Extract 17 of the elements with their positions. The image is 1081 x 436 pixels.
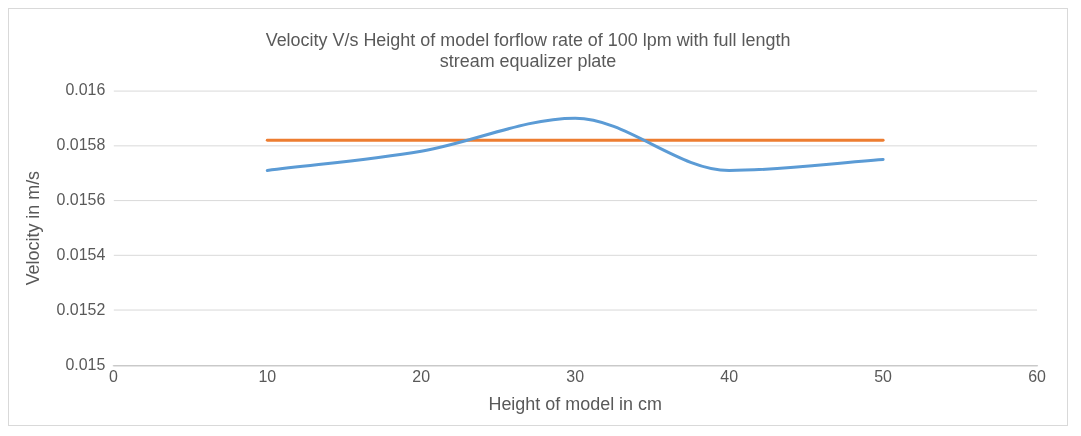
x-tick-label: 20: [412, 368, 431, 386]
x-tick-label: 60: [1028, 368, 1047, 386]
line-series: [265, 116, 885, 172]
chart-title: Velocity V/s Height of model forflow rate of 100 lpm with full length stream equalizer plate: [265, 29, 791, 72]
x-tick-label: 30: [566, 368, 585, 386]
y-tick-label: 0.0152: [56, 300, 106, 318]
x-tick-label: 0: [108, 368, 118, 386]
y-tick-label: 0.0154: [56, 246, 106, 263]
x-tick-label: 50: [874, 368, 893, 386]
y-tick-label: 0.015: [65, 355, 106, 373]
y-tick-label: 0.0158: [56, 136, 106, 154]
x-axis-title: Height of model in cm: [488, 394, 662, 415]
y-tick-label: 0.0156: [56, 191, 106, 209]
x-tick-label: 40: [720, 368, 739, 386]
x-tick-label: 10: [258, 368, 277, 386]
y-axis-title: Velocity in m/s: [22, 170, 43, 286]
y-tick-label: 0.016: [65, 81, 106, 99]
